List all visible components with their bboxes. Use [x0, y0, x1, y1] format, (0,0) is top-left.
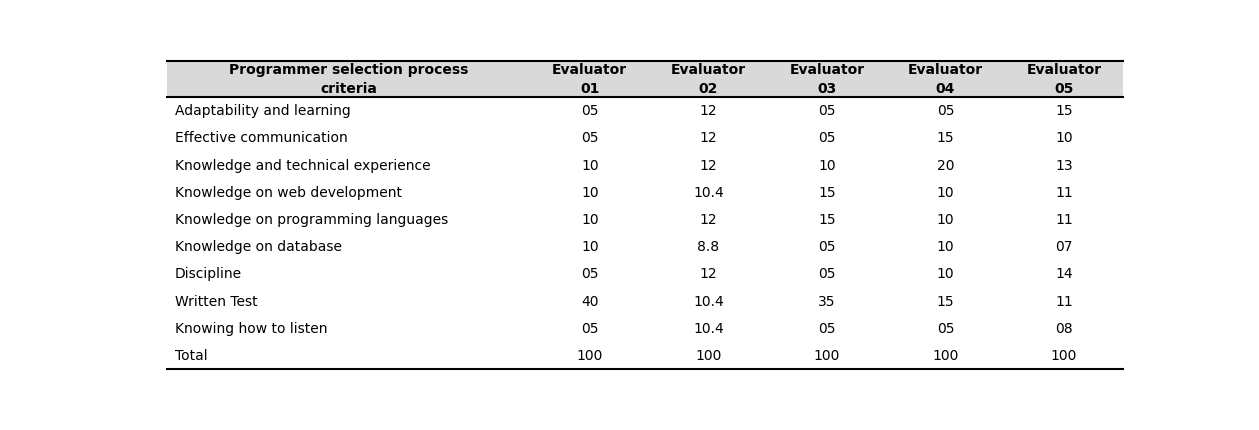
- Text: Total: Total: [175, 348, 208, 362]
- Text: 10: 10: [580, 158, 598, 172]
- Text: Knowledge on web development: Knowledge on web development: [175, 185, 402, 199]
- Text: 12: 12: [700, 131, 718, 145]
- Text: 10: 10: [580, 185, 598, 199]
- Text: 13: 13: [1055, 158, 1073, 172]
- Text: 05: 05: [580, 321, 598, 335]
- Text: 15: 15: [818, 212, 836, 227]
- Text: Knowledge on programming languages: Knowledge on programming languages: [175, 212, 448, 227]
- Text: 40: 40: [580, 294, 598, 308]
- Text: 11: 11: [1055, 212, 1073, 227]
- Text: 14: 14: [1055, 267, 1073, 281]
- Text: Programmer selection process
criteria: Programmer selection process criteria: [229, 63, 468, 95]
- Text: 08: 08: [1055, 321, 1073, 335]
- Text: 10: 10: [580, 212, 598, 227]
- Text: 10: 10: [937, 185, 954, 199]
- Text: 12: 12: [700, 267, 718, 281]
- Text: Knowing how to listen: Knowing how to listen: [175, 321, 327, 335]
- Text: Effective communication: Effective communication: [175, 131, 347, 145]
- Text: 10: 10: [818, 158, 836, 172]
- Text: 100: 100: [695, 348, 721, 362]
- Text: 05: 05: [580, 267, 598, 281]
- Text: 12: 12: [700, 212, 718, 227]
- Text: 05: 05: [818, 240, 836, 254]
- Text: 15: 15: [1055, 104, 1073, 118]
- Text: Evaluator
05: Evaluator 05: [1026, 63, 1102, 95]
- Text: 05: 05: [937, 104, 954, 118]
- Text: 10.4: 10.4: [692, 294, 724, 308]
- Text: Knowledge and technical experience: Knowledge and technical experience: [175, 158, 431, 172]
- Text: 05: 05: [937, 321, 954, 335]
- Text: 10.4: 10.4: [692, 185, 724, 199]
- Text: 10.4: 10.4: [692, 321, 724, 335]
- Text: 11: 11: [1055, 185, 1073, 199]
- Text: 10: 10: [1055, 131, 1073, 145]
- Text: 15: 15: [937, 294, 954, 308]
- Text: 15: 15: [937, 131, 954, 145]
- Text: 10: 10: [937, 240, 954, 254]
- Text: 10: 10: [937, 212, 954, 227]
- Text: Evaluator
03: Evaluator 03: [789, 63, 865, 95]
- Text: Adaptability and learning: Adaptability and learning: [175, 104, 351, 118]
- Text: 12: 12: [700, 104, 718, 118]
- Text: 35: 35: [818, 294, 836, 308]
- Text: 100: 100: [577, 348, 603, 362]
- Text: 8.8: 8.8: [697, 240, 719, 254]
- Text: 100: 100: [813, 348, 840, 362]
- Bar: [167, 61, 1123, 97]
- Text: 100: 100: [1051, 348, 1078, 362]
- Text: Knowledge on database: Knowledge on database: [175, 240, 342, 254]
- Text: 05: 05: [580, 131, 598, 145]
- Text: 10: 10: [937, 267, 954, 281]
- Text: 07: 07: [1055, 240, 1073, 254]
- Text: 12: 12: [700, 158, 718, 172]
- Text: Evaluator
04: Evaluator 04: [908, 63, 983, 95]
- Text: 15: 15: [818, 185, 836, 199]
- Text: 11: 11: [1055, 294, 1073, 308]
- Text: Discipline: Discipline: [175, 267, 242, 281]
- Text: 05: 05: [580, 104, 598, 118]
- Text: 100: 100: [933, 348, 958, 362]
- Text: 05: 05: [818, 104, 836, 118]
- Text: 05: 05: [818, 267, 836, 281]
- Text: 05: 05: [818, 321, 836, 335]
- Text: Written Test: Written Test: [175, 294, 258, 308]
- Text: 20: 20: [937, 158, 954, 172]
- Text: 05: 05: [818, 131, 836, 145]
- Text: Evaluator
02: Evaluator 02: [671, 63, 745, 95]
- Text: Evaluator
01: Evaluator 01: [553, 63, 627, 95]
- Text: 10: 10: [580, 240, 598, 254]
